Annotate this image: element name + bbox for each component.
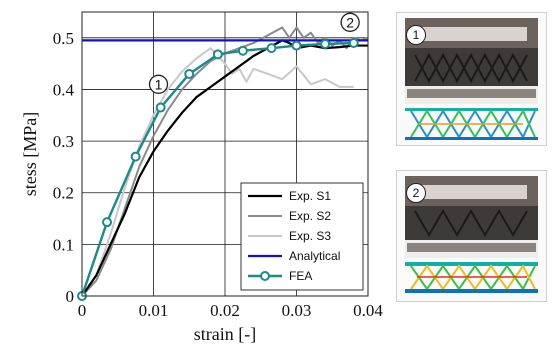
legend-label-fea: FEA (289, 269, 312, 283)
y-tick-label: 0.1 (53, 235, 74, 254)
legend-label-analytical: Analytical (289, 249, 340, 263)
photo-2-badge: 2 (406, 183, 426, 203)
y-tick-label: 0.5 (53, 29, 74, 48)
x-axis-title: strain [-] (194, 324, 256, 344)
fea-point (348, 37, 359, 48)
callouts: 12 (148, 12, 360, 94)
callout-circle (148, 74, 169, 94)
fea-point (237, 45, 248, 56)
photo-1-badge: 1 (406, 25, 426, 45)
fea-point (291, 40, 302, 51)
series-line-exp-s1 (81, 39, 368, 297)
legend-label-exp-s3: Exp. S3 (289, 229, 331, 243)
legend-label-exp-s1: Exp. S1 (289, 189, 331, 203)
series-line-exp-s2 (81, 26, 369, 297)
photo-panel-2: 2 (396, 170, 547, 302)
legend: Exp. S1 Exp. S2 Exp. S3 Analytical FEA (240, 182, 364, 291)
photo-panel-1: 1 (396, 12, 547, 146)
grid-lines (82, 12, 368, 296)
callout-label: 1 (155, 76, 163, 92)
tick-labels: 0 0.01 0.02 0.03 0.04 0 0.1 0.2 0.3 0.4 0.5 (53, 29, 384, 320)
fea-point (184, 68, 195, 79)
fea-point (212, 49, 223, 60)
photo-1-image (405, 18, 538, 140)
legend-marker-fea (260, 271, 270, 281)
fea-point (320, 39, 331, 50)
y-tick-label: 0.4 (53, 80, 75, 99)
fea-point (266, 43, 277, 54)
legend-items: Exp. S1 Exp. S2 Exp. S3 Analytical FEA (248, 189, 340, 283)
series-lines (77, 26, 369, 301)
plot-frame (81, 11, 369, 297)
fea-point (102, 217, 113, 228)
y-axis-title: stess [MPa] (20, 112, 40, 197)
photo-2-image (405, 176, 538, 293)
fea-point (130, 151, 141, 162)
y-tick-label: 0 (66, 287, 75, 306)
y-tick-label: 0.3 (53, 132, 74, 151)
callout-label: 2 (346, 14, 354, 30)
x-tick-label: 0 (78, 301, 87, 320)
callout-circle (340, 12, 360, 32)
x-tick-label: 0.03 (282, 301, 312, 320)
x-tick-label: 0.02 (210, 301, 240, 320)
x-tick-label: 0.04 (353, 301, 383, 320)
x-tick-label: 0.01 (139, 301, 169, 320)
fea-point (155, 102, 166, 113)
legend-label-exp-s2: Exp. S2 (289, 209, 331, 223)
y-tick-label: 0.2 (53, 184, 74, 203)
